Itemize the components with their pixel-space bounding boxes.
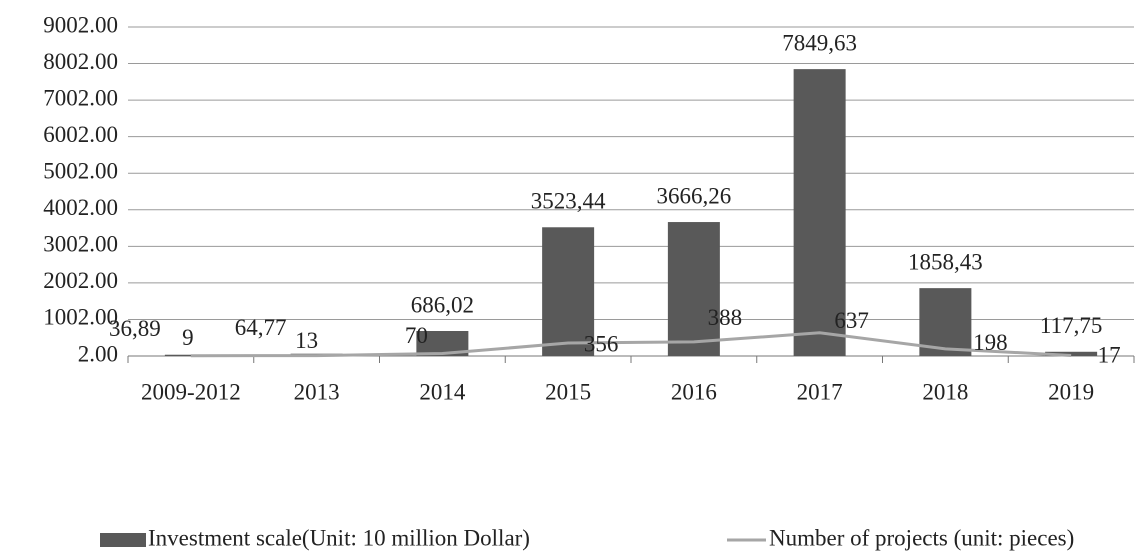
x-tick-label: 2013 xyxy=(294,379,340,404)
y-tick-label: 6002.00 xyxy=(43,122,118,147)
legend-label: Number of projects (unit: pieces) xyxy=(769,525,1074,550)
x-tick-label: 2016 xyxy=(671,379,717,404)
y-tick-label: 7002.00 xyxy=(43,85,118,110)
bar xyxy=(542,227,595,356)
line-value-label: 356 xyxy=(584,331,619,356)
line-value-label: 388 xyxy=(708,305,743,330)
bar-value-label: 3523,44 xyxy=(531,189,606,214)
y-tick-label: 8002.00 xyxy=(43,49,118,74)
bar-value-label: 686,02 xyxy=(411,292,474,317)
bar-value-label: 36,89 xyxy=(109,316,161,341)
bar xyxy=(1045,351,1098,356)
y-tick-label: 5002.00 xyxy=(43,159,118,184)
y-tick-label: 3002.00 xyxy=(43,232,118,257)
bar xyxy=(667,222,720,356)
line-value-label: 9 xyxy=(182,325,194,350)
y-tick-label: 2.00 xyxy=(78,341,118,366)
y-tick-label: 9002.00 xyxy=(43,12,118,37)
y-tick-label: 1002.00 xyxy=(43,305,118,330)
y-tick-label: 4002.00 xyxy=(43,195,118,220)
line-value-label: 637 xyxy=(834,308,869,333)
bar-value-label: 117,75 xyxy=(1040,313,1102,338)
line-value-label: 70 xyxy=(405,323,428,348)
bar-value-label: 1858,43 xyxy=(908,249,983,274)
y-tick-label: 2002.00 xyxy=(43,268,118,293)
line xyxy=(190,331,1072,358)
line-value-label: 17 xyxy=(1098,343,1121,368)
x-tick-label: 2019 xyxy=(1048,379,1094,404)
bar xyxy=(793,69,846,357)
x-tick-label: 2014 xyxy=(419,379,466,404)
x-tick-label: 2018 xyxy=(922,379,968,404)
bar-value-label: 3666,26 xyxy=(657,183,732,208)
bar-value-label: 64,77 xyxy=(235,315,287,340)
legend-swatch xyxy=(100,533,146,547)
bar xyxy=(919,288,972,356)
bar-value-label: 7849,63 xyxy=(782,30,857,55)
line-value-label: 198 xyxy=(973,330,1008,355)
x-tick-label: 2015 xyxy=(545,379,591,404)
legend-label: Investment scale(Unit: 10 million Dollar… xyxy=(148,525,530,550)
line-value-label: 13 xyxy=(295,328,318,353)
x-tick-label: 2009-2012 xyxy=(141,379,241,404)
x-tick-label: 2017 xyxy=(797,379,843,404)
